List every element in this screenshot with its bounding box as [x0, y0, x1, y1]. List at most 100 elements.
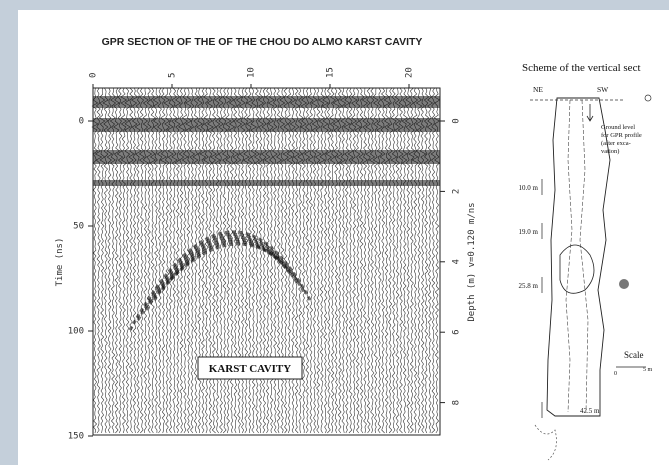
trace	[113, 87, 121, 434]
trace	[166, 87, 174, 434]
cave-outline	[546, 97, 611, 417]
ground-note: for GPR profile	[601, 132, 642, 139]
right-tick-label: 2	[452, 189, 462, 194]
scale-label: Scale	[624, 350, 644, 360]
ne-label: NE	[533, 85, 543, 94]
scheme-title: Scheme of the vertical sect	[522, 62, 641, 74]
trace	[102, 87, 110, 434]
trace	[343, 87, 351, 434]
trace	[142, 87, 149, 434]
trace	[404, 87, 412, 434]
right-axis-label: Depth (m) v=0.120 m/ns	[467, 202, 477, 321]
sw-label: SW	[597, 85, 609, 94]
trace	[149, 87, 157, 434]
top-tick-label: 15	[326, 67, 336, 78]
trace	[145, 87, 153, 434]
top-tick-label: 0	[89, 73, 99, 78]
trace	[184, 87, 193, 434]
trace	[368, 87, 376, 434]
trace	[192, 87, 200, 434]
trace	[415, 87, 423, 434]
trace	[397, 87, 405, 434]
trace	[310, 87, 318, 434]
trace	[171, 87, 178, 434]
trace	[152, 87, 159, 434]
trace	[109, 87, 117, 434]
top-tick-label: 20	[405, 67, 415, 78]
right-tick-label: 8	[452, 400, 462, 405]
trace	[401, 87, 408, 434]
left-tick-label: 0	[79, 117, 84, 127]
trace	[314, 87, 322, 434]
cave-inner	[565, 99, 589, 413]
trace	[372, 87, 380, 434]
cave-bottom	[534, 424, 557, 461]
hyperbola	[144, 235, 300, 311]
left-tick-label: 50	[73, 222, 84, 232]
trace	[408, 87, 416, 434]
rock-icon	[619, 279, 629, 289]
depth-label: 25.8 m	[519, 282, 539, 290]
trace	[163, 87, 171, 434]
right-tick-label: 0	[452, 118, 462, 123]
trace	[124, 87, 132, 434]
reflection-band	[93, 96, 440, 108]
top-tick-label: 10	[247, 67, 257, 78]
trace	[394, 87, 401, 434]
arrow	[586, 104, 594, 122]
reflection-band	[93, 180, 440, 186]
trace	[94, 87, 103, 434]
trace	[390, 87, 398, 434]
trace	[300, 87, 308, 434]
trace	[138, 87, 145, 434]
figure-title: GPR SECTION OF THE OF THE CHOU DO ALMO K…	[102, 36, 423, 48]
trace	[174, 87, 181, 434]
trace	[383, 87, 391, 434]
trace	[336, 87, 343, 434]
trace	[411, 87, 419, 434]
left-tick-label: 100	[68, 327, 84, 337]
ground-note: (after exca-	[601, 140, 631, 147]
trace	[386, 87, 394, 434]
trace	[128, 87, 135, 434]
depth-label: 19.0 m	[519, 228, 539, 236]
trace	[365, 87, 372, 434]
trace	[354, 87, 362, 434]
symbol	[644, 94, 652, 102]
right-tick-label: 4	[452, 259, 462, 264]
trace	[159, 87, 167, 434]
trace	[321, 87, 329, 434]
trace	[376, 87, 383, 434]
depth-label: 42.5 m	[580, 407, 600, 415]
trace	[307, 87, 315, 434]
ground-note: vation)	[601, 148, 619, 155]
cave-chamber	[559, 244, 595, 294]
trace	[350, 87, 358, 434]
trace	[325, 87, 332, 434]
trace	[116, 87, 124, 434]
cave-scheme: Scheme of the vertical sect NE SW Scale …	[519, 62, 653, 461]
scale-tick: 5 m	[643, 367, 653, 373]
trace	[106, 87, 113, 434]
reflection-band	[93, 118, 440, 132]
trace	[156, 87, 163, 434]
depth-label: 10.0 m	[519, 184, 539, 192]
trace	[98, 87, 106, 434]
top-tick-label: 5	[168, 73, 178, 78]
right-tick-label: 6	[452, 329, 462, 334]
trace	[423, 87, 430, 434]
trace	[339, 87, 347, 434]
annotation-box	[197, 356, 303, 380]
trace	[120, 87, 128, 434]
trace	[347, 87, 354, 434]
scale-tick: 0	[614, 371, 617, 377]
trace	[304, 87, 311, 434]
trace	[91, 87, 99, 434]
trace	[332, 87, 340, 434]
trace	[361, 87, 369, 434]
trace	[130, 87, 138, 434]
left-tick-label: 150	[68, 432, 84, 442]
trace	[379, 87, 386, 434]
